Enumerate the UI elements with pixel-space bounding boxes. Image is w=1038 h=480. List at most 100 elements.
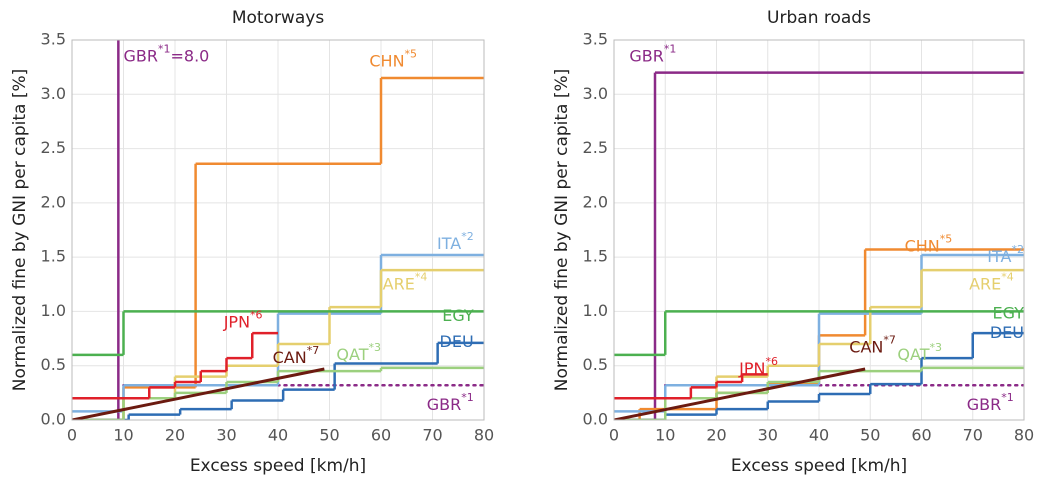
y-tick-label: 2.5 [41,138,66,157]
y-tick-label: 3.0 [583,84,608,103]
series [72,268,484,420]
series-note: *1 [158,42,171,55]
plot-frame [613,39,1025,421]
y-tick-label: 3.5 [583,30,608,49]
series-note: *1 [1001,391,1014,404]
series-name: CHN [369,51,404,70]
x-tick-label: 20 [706,426,726,445]
y-axis-label: Normalized fine by GNI per capita [%] [552,69,572,392]
series-label: JPN*6 [738,355,778,378]
series-note: *6 [250,308,263,321]
series-name: CHN [905,236,940,255]
series-name: DEU [440,331,474,350]
series-name: ARE [969,274,1001,293]
series-line [614,367,866,420]
series-label: GBR*1 [967,391,1014,414]
series-note: *5 [405,48,418,61]
x-axis-label: Excess speed [km/h] [190,456,366,476]
y-tick-label: 3.5 [41,30,66,49]
panel: Motorways Excess speed [km/h] Normalized f… [10,8,494,476]
x-tick-label: 70 [963,426,983,445]
series [614,373,768,400]
series-label: ARE*4 [383,270,428,293]
series-name: JPN [738,358,765,377]
y-tick-label: 3.0 [41,84,66,103]
series-label: EGY [442,305,474,324]
series-note: *1 [461,391,474,404]
series-name: QAT [897,344,929,363]
y-tick-label: 1.5 [583,247,608,266]
series-name: ARE [383,274,415,293]
x-tick-label: 10 [113,426,133,445]
series-name: CAN [849,337,883,356]
series-label: DEU [440,331,474,350]
series-name: ITA [437,234,461,253]
x-tick-label: 80 [474,426,494,445]
x-tick-label: 60 [911,426,931,445]
x-tick-label: 0 [609,426,619,445]
series-note: *3 [369,341,382,354]
series-label: QAT*3 [336,341,381,364]
series-name: GBR [124,46,159,65]
x-tick-label: 80 [1014,426,1034,445]
series-label: CAN*7 [849,333,896,356]
series-label: EGY [993,303,1025,322]
series-label: GBR*1 [427,391,474,414]
chart-title: Urban roads [767,8,871,28]
series-note: *3 [930,341,943,354]
series-label: GBR*1=8.0 [124,42,210,65]
y-tick-label: 0.0 [583,410,608,429]
x-tick-label: 40 [809,426,829,445]
x-axis-label: Excess speed [km/h] [731,456,907,476]
series [72,367,325,420]
series-label: ITA*2 [437,230,474,253]
y-tick-label: 2.0 [41,192,66,211]
series-name: ITA [987,247,1011,266]
y-tick-label: 2.5 [583,138,608,157]
series [72,310,484,357]
x-tick-label: 40 [268,426,288,445]
series [614,367,866,420]
y-tick-label: 1.5 [41,247,66,266]
x-tick-label: 20 [165,426,185,445]
series-label: CHN*5 [905,232,953,255]
series [72,341,484,420]
y-tick-label: 2.0 [583,192,608,211]
y-tick-label: 0.5 [583,355,608,374]
series-name: CAN [273,348,307,367]
series-label: CHN*5 [369,48,417,71]
value-label: =8.0 [171,46,210,65]
series-name: GBR [967,394,1002,413]
plot-area [72,40,484,420]
series-name: EGY [993,303,1025,322]
series-label: DEU [990,323,1024,342]
series-label: ITA*2 [987,243,1024,266]
x-tick-label: 70 [422,426,442,445]
y-tick-label: 0.5 [41,355,66,374]
y-tick-label: 0.0 [41,410,66,429]
series-note: *1 [664,42,677,55]
series-line [72,367,325,420]
series-label: JPN*6 [223,308,263,331]
plot-area [614,71,1024,420]
series-label: QAT*3 [897,341,942,364]
series-name: EGY [442,305,474,324]
plot-frame [71,39,485,421]
series-note: *4 [415,270,428,283]
series-note: *2 [461,230,474,243]
series-note: *7 [307,344,320,357]
x-tick-label: 50 [860,426,880,445]
series-note: *6 [766,355,779,368]
series [72,331,278,400]
x-tick-label: 30 [216,426,236,445]
x-tick-label: 10 [655,426,675,445]
series-label: ARE*4 [969,270,1014,293]
series-label: CAN*7 [273,344,320,367]
y-axis-label: Normalized fine by GNI per capita [%] [10,69,30,392]
x-tick-label: 60 [371,426,391,445]
series-name: QAT [336,344,368,363]
series-note: *5 [940,232,953,245]
x-tick-label: 0 [67,426,77,445]
series-name: GBR [427,394,462,413]
